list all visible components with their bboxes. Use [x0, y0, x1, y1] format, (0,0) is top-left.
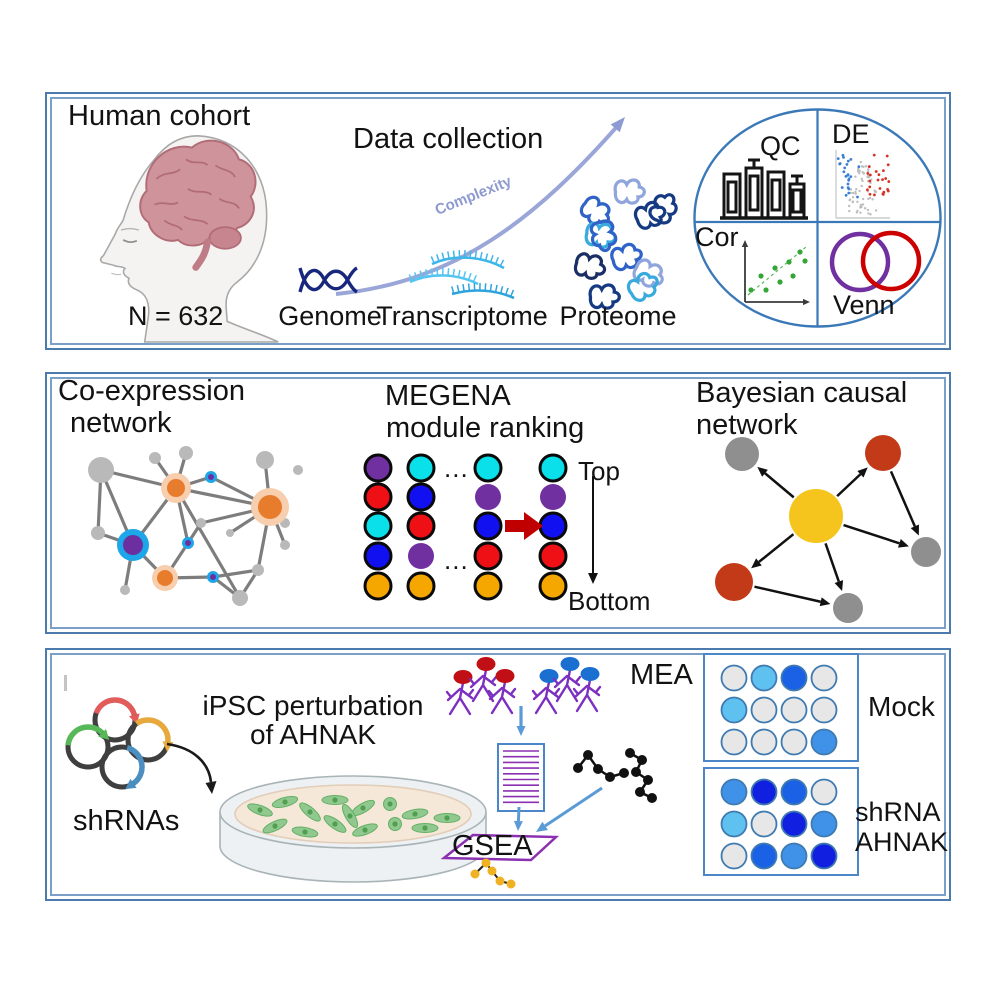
mock-label: Mock	[868, 691, 935, 722]
scatter-plot-icon	[741, 240, 810, 306]
qc-label: QC	[760, 131, 801, 161]
venn-diagram-icon	[829, 230, 922, 293]
pathway-motif-icon	[470, 858, 516, 889]
shrna-ahnak-label: shRNA AHNAK	[855, 797, 948, 857]
shrnas-label: shRNAs	[73, 805, 180, 837]
module-ranking-columns	[363, 453, 568, 601]
curved-arrow-icon	[166, 742, 217, 794]
plasmid-icons	[65, 697, 174, 790]
coexpression-title-line2: network	[70, 407, 172, 439]
megena-title-line2: module ranking	[386, 412, 585, 444]
rank-ellipsis-bottom: ...	[444, 545, 469, 575]
proteome-label: Proteome	[559, 301, 677, 331]
de-label: DE	[832, 119, 870, 149]
coexpression-network-graphic	[88, 446, 303, 606]
bayesian-title-line1: Bayesian causal	[696, 377, 908, 409]
rna-icon	[408, 250, 516, 300]
petri-dish-icon	[219, 775, 487, 883]
cell-line-figures	[445, 657, 602, 716]
ipsc-title-line2: of AHNAK	[249, 719, 377, 751]
shrna-ahnak-label-line2: AHNAK	[855, 827, 949, 858]
analysis-wheel-icon	[693, 108, 942, 328]
volcano-plot-icon	[835, 150, 891, 219]
bayesian-network-graphic	[715, 435, 941, 623]
rank-bottom-label: Bottom	[568, 586, 651, 616]
venn-label: Venn	[833, 290, 895, 320]
shrna-plate	[703, 767, 859, 876]
shrna-ahnak-label-line1: shRNA	[855, 797, 941, 827]
bayesian-title-line2: network	[696, 409, 798, 441]
transcriptome-label: Transcriptome	[376, 301, 548, 331]
gene-network-icon	[573, 748, 657, 803]
dna-icon	[298, 266, 358, 294]
ipsc-title: iPSC perturbation of AHNAK	[193, 691, 433, 750]
data-collection-title: Data collection	[353, 123, 544, 155]
list-to-gsea-arrow	[513, 806, 523, 831]
complexity-arrow-icon	[335, 117, 625, 296]
stray-mark	[64, 675, 67, 691]
protein-blobs-icon	[573, 178, 678, 310]
mock-plate	[703, 653, 859, 762]
megena-title-line1: MEGENA	[385, 380, 511, 412]
rank-ellipsis-top: ...	[444, 453, 469, 483]
network-to-gsea-arrow	[536, 786, 603, 832]
cor-label: Cor	[695, 222, 739, 252]
gsea-parallelogram	[440, 833, 560, 862]
ranked-list-icon	[497, 743, 545, 812]
qc-bars-icon	[720, 158, 808, 220]
n-count-label: N = 632	[128, 301, 224, 331]
human-cohort-title: Human cohort	[68, 100, 251, 132]
rank-direction-arrow	[588, 476, 598, 584]
gsea-label: GSEA	[452, 830, 533, 862]
rank-top-label: Top	[578, 456, 620, 486]
genome-label: Genome	[278, 301, 382, 331]
head-brain-icon	[99, 135, 279, 343]
mea-label: MEA	[630, 659, 693, 691]
ipsc-title-line1: iPSC perturbation	[202, 690, 424, 721]
down-arrow-icon	[516, 706, 526, 736]
coexpression-title-line1: Co-expression	[58, 375, 245, 407]
